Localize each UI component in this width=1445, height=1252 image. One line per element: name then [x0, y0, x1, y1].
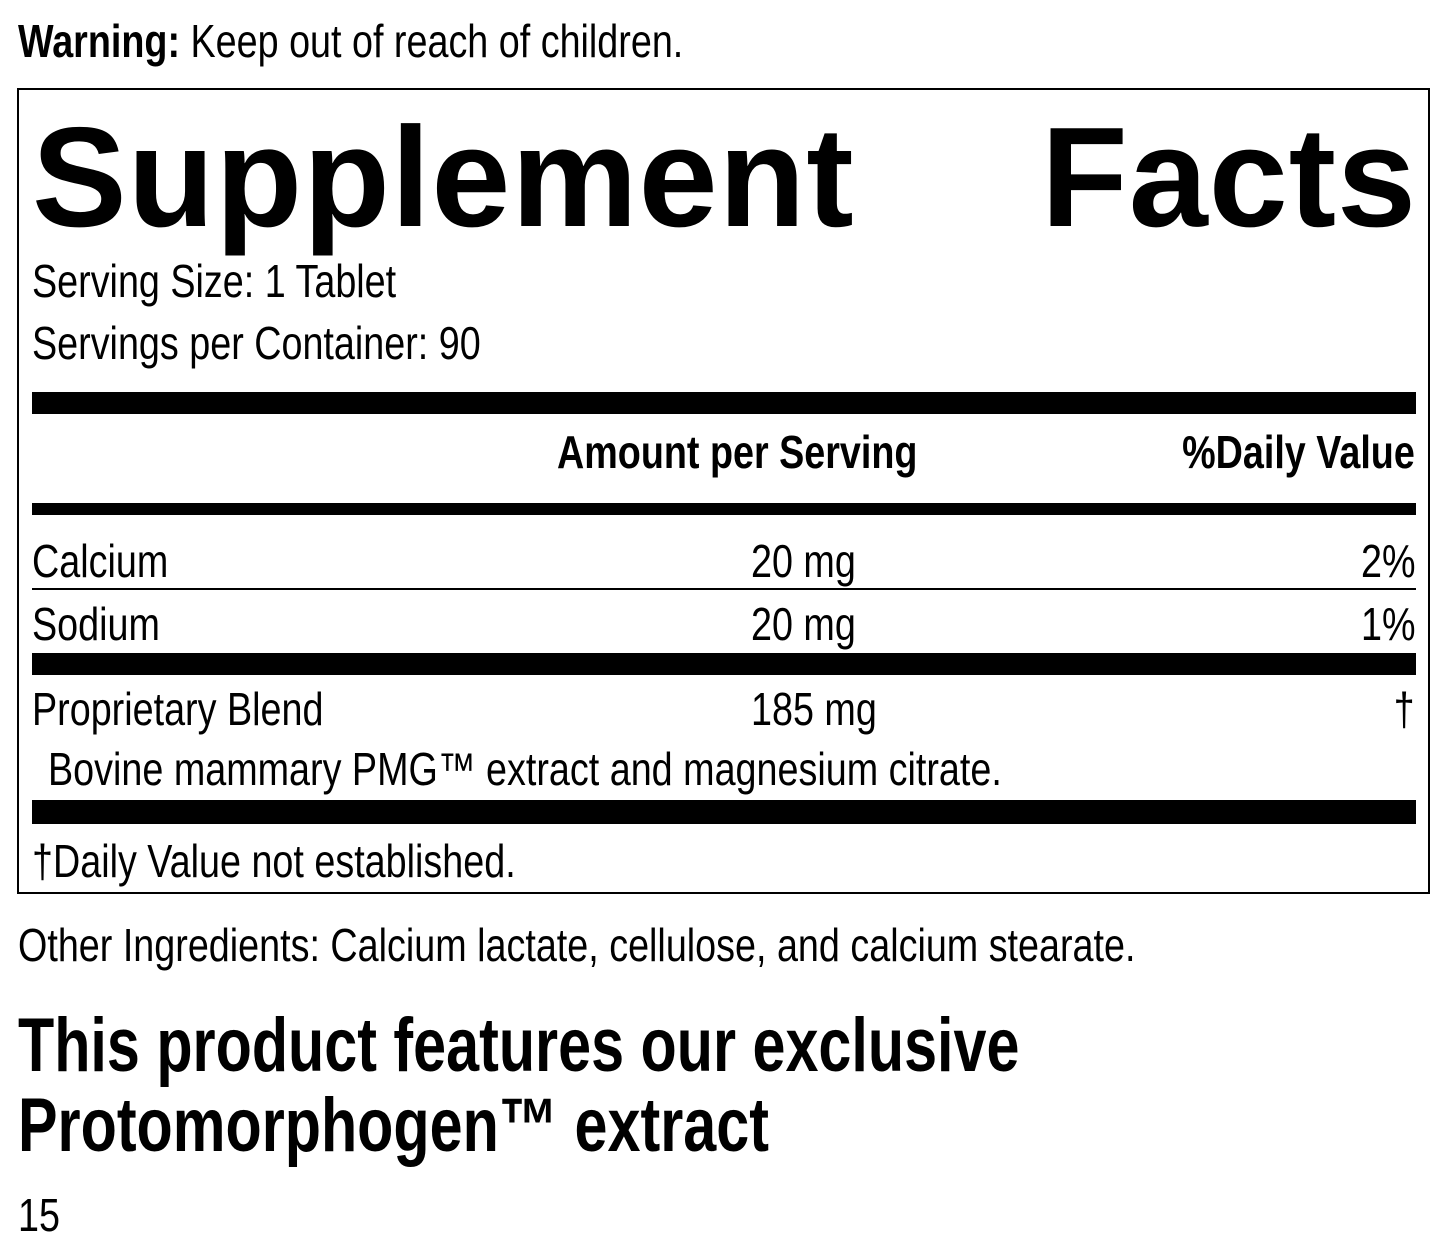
warning: Warning: Keep out of reach of children.: [18, 14, 683, 68]
divider-thick: [32, 800, 1416, 824]
supplement-facts-panel: [17, 88, 1430, 894]
title-word: Supplement: [32, 98, 855, 257]
row-name: Calcium: [32, 535, 169, 587]
row-amount: 20 mg: [751, 535, 856, 587]
divider-thick: [32, 392, 1416, 414]
row-dv: 1%: [1360, 598, 1415, 650]
row-name: Proprietary Blend: [32, 683, 324, 735]
divider-thin: [32, 588, 1416, 590]
header-amount: Amount per Serving: [557, 426, 918, 478]
feature-line-2: Protomorphogen™ extract: [18, 1083, 769, 1168]
divider-thick: [32, 653, 1416, 675]
row-dv: †: [1394, 683, 1415, 735]
row-amount: 20 mg: [751, 598, 856, 650]
row-amount: 185 mg: [751, 683, 877, 735]
title-word: Facts: [1041, 98, 1417, 257]
serving-size: Serving Size: 1 Tablet: [32, 255, 397, 307]
header-daily-value: %Daily Value: [1182, 426, 1415, 478]
servings-per-container: Servings per Container: 90: [32, 317, 481, 369]
divider-medium: [32, 503, 1416, 515]
panel-title: Supplement Facts: [32, 96, 1417, 260]
row-name: Sodium: [32, 598, 160, 650]
warning-label: Warning:: [18, 15, 181, 67]
other-ingredients: Other Ingredients: Calcium lactate, cell…: [18, 919, 1136, 971]
feature-line-1: This product features our exclusive: [18, 1003, 1020, 1088]
row-dv: 2%: [1360, 535, 1415, 587]
page-number: 15: [18, 1189, 60, 1241]
footnote: †Daily Value not established.: [32, 835, 516, 887]
warning-text: Keep out of reach of children.: [180, 15, 684, 67]
blend-ingredients: Bovine mammary PMG™ extract and magnesiu…: [48, 743, 1002, 795]
